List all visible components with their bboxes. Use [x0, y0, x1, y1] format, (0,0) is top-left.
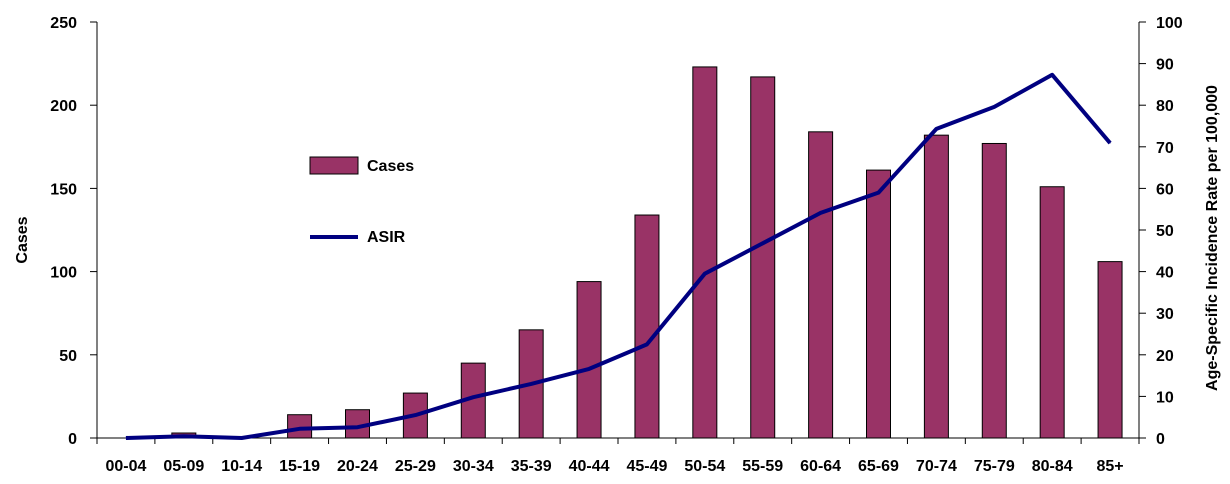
legend-label-asir: ASIR	[367, 229, 406, 246]
y-tick-label-right: 90	[1156, 57, 1174, 74]
x-tick-label: 20-24	[337, 458, 378, 475]
axes	[90, 21, 1146, 444]
point-asir	[357, 426, 358, 428]
x-tick-label: 05-09	[163, 458, 204, 475]
x-tick-label: 10-14	[221, 458, 262, 475]
point-asir	[762, 242, 764, 244]
point-asir	[472, 396, 474, 398]
bar-cases	[287, 414, 313, 439]
y-tick-label-right: 50	[1156, 223, 1174, 240]
point-asir	[530, 383, 532, 385]
line-asir	[125, 72, 1112, 440]
y-axis-title-right: Age-Specific Incidence Rate per 100,000	[1204, 85, 1221, 391]
bar-cases	[808, 131, 834, 439]
x-tick-label: 60-64	[800, 458, 841, 475]
x-tick-label: 00-04	[105, 458, 146, 475]
x-tick-label: 70-74	[916, 458, 957, 475]
bar-cases	[692, 66, 718, 439]
bar-cases	[750, 76, 776, 439]
x-tick-label: 65-69	[858, 458, 899, 475]
y-tick-label-right: 40	[1156, 265, 1174, 282]
point-asir	[588, 368, 590, 370]
x-tick-label: 55-59	[742, 458, 783, 475]
legend-swatch-cases	[309, 156, 359, 175]
line-asir-path	[125, 72, 1112, 440]
bar-cases	[1097, 261, 1123, 439]
y-tick-label-right: 100	[1156, 15, 1183, 32]
bar-cases	[981, 142, 1007, 439]
y-tick-label-right: 60	[1156, 181, 1174, 198]
point-asir	[820, 212, 822, 214]
x-tick-label: 85+	[1096, 458, 1123, 475]
point-asir	[241, 437, 243, 439]
y-tick-label-right: 0	[1156, 431, 1165, 448]
y-axis-title-left: Cases	[14, 216, 31, 263]
point-asir	[935, 128, 937, 130]
bar-cases	[576, 281, 602, 439]
y-tick-label-right: 30	[1156, 306, 1174, 323]
y-tick-label-left: 0	[68, 431, 77, 448]
bar-cases	[1039, 186, 1065, 439]
bar-cases	[634, 214, 660, 439]
x-tick-label: 50-54	[684, 458, 725, 475]
y-tick-label-left: 200	[50, 98, 77, 115]
y-tick-label-right: 10	[1156, 389, 1174, 406]
x-tick-label: 25-29	[395, 458, 436, 475]
bar-cases	[923, 134, 949, 439]
point-asir	[183, 435, 185, 437]
y-tick-label-left: 100	[50, 265, 77, 282]
point-asir	[125, 437, 127, 439]
y-tick-label-left: 50	[59, 348, 77, 365]
y-tick-labels-right: 0 10 20 30 40 50 60 70 80 90 100	[1156, 15, 1183, 448]
y-tick-labels-left: 0 50 100 150 200 250	[50, 15, 77, 448]
x-tick-label: 35-39	[511, 458, 552, 475]
y-tick-label-right: 70	[1156, 140, 1174, 157]
point-asir	[1051, 74, 1053, 76]
bars-cases	[171, 66, 1123, 439]
legend: Cases ASIR	[309, 156, 414, 246]
x-tick-label: 45-49	[626, 458, 667, 475]
y-tick-label-right: 20	[1156, 348, 1174, 365]
point-asir	[646, 343, 648, 345]
x-tick-label: 75-79	[974, 458, 1015, 475]
x-tick-label: 15-19	[279, 458, 320, 475]
bar-cases	[866, 169, 891, 439]
x-tick-label: 80-84	[1032, 458, 1073, 475]
y-tick-label-right: 80	[1156, 98, 1174, 115]
y-tick-label-left: 250	[50, 15, 77, 32]
point-asir	[414, 414, 416, 416]
y-tick-label-left: 150	[50, 181, 77, 198]
point-asir	[704, 273, 706, 275]
point-asir	[299, 428, 301, 430]
x-tick-label: 40-44	[569, 458, 610, 475]
x-tick-labels: 00-04 05-09 10-14 15-19 20-24 25-29 30-34 35-39…	[105, 458, 1123, 475]
point-asir	[1109, 142, 1111, 144]
point-asir	[878, 192, 879, 194]
x-tick-label: 30-34	[453, 458, 494, 475]
point-asir	[993, 106, 995, 108]
legend-label-cases: Cases	[367, 158, 414, 175]
